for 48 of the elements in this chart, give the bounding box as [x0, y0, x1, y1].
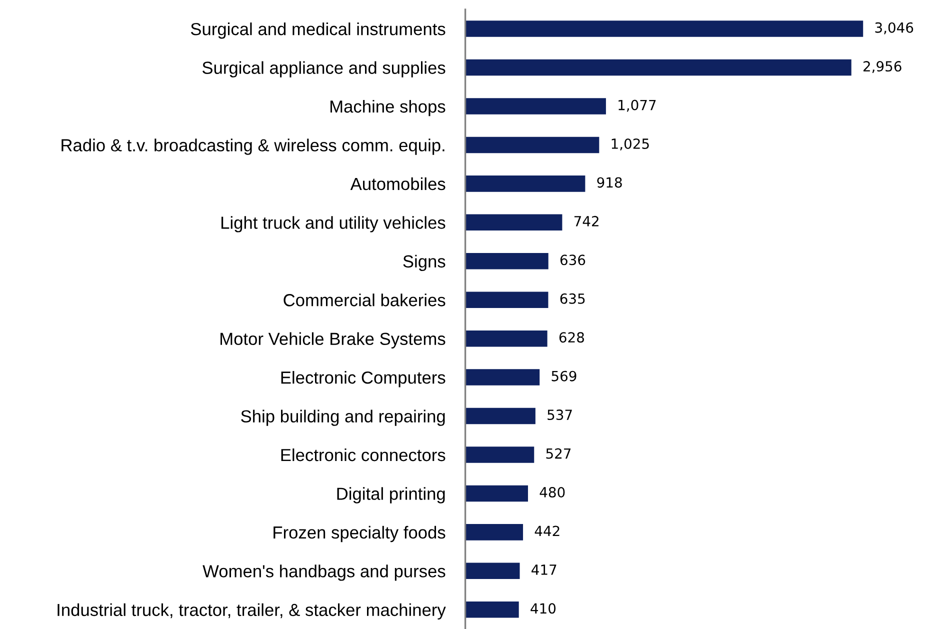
data-label: 2,956 [863, 61, 902, 73]
bar [465, 446, 534, 463]
data-label: 417 [532, 564, 556, 575]
y-tick-label: Radio & t.v. broadcasting & wireless comm. equip. [62, 138, 444, 155]
data-label: 527 [546, 448, 571, 459]
data-label: 442 [534, 526, 560, 536]
bar [465, 59, 852, 76]
y-tick-label: Machine shops [330, 100, 446, 116]
bar [465, 369, 540, 386]
y-tick-label: Surgical appliance and supplies [202, 61, 446, 78]
data-label: 3,046 [875, 22, 914, 34]
y-tick-label: Light truck and utility vehicles [221, 216, 446, 232]
y-tick-label: Frozen specialty foods [274, 526, 446, 542]
data-label: 1,077 [618, 100, 656, 112]
y-tick-label: Signs [403, 254, 446, 272]
bar [465, 524, 524, 540]
data-label: 635 [560, 293, 585, 304]
y-tick-label: Electronic Computers [281, 371, 446, 388]
bar [465, 98, 606, 114]
y-tick-label: Industrial truck, tractor, trailer, & stacker machinery [58, 603, 446, 620]
y-tick-label: Ship building and repairing [241, 410, 445, 426]
data-label: 569 [552, 370, 576, 382]
y-tick-label: Motor Vehicle Brake Systems [220, 332, 446, 348]
bar [465, 330, 548, 347]
data-label: 918 [597, 177, 622, 188]
y-tick-label: Surgical and medical instruments [190, 22, 446, 39]
bar [465, 136, 600, 154]
bar [465, 485, 528, 502]
data-label: 480 [540, 486, 565, 498]
bar [465, 253, 548, 270]
bar [465, 602, 519, 618]
y-tick-label: Women's handbags and purses [202, 564, 446, 581]
data-label: 742 [574, 216, 598, 226]
bar [465, 408, 536, 424]
y-tick-label: Electronic connectors [281, 448, 446, 462]
bar [465, 20, 864, 37]
data-label: 537 [548, 410, 572, 420]
data-label: 1,025 [612, 138, 649, 150]
data-label: 410 [530, 603, 556, 614]
data-label: 636 [560, 254, 586, 266]
bar [465, 214, 562, 231]
y-tick-label: Automobiles [350, 177, 446, 190]
data-label: 628 [559, 332, 584, 343]
bar [465, 176, 586, 192]
bar [465, 562, 520, 580]
y-tick-label: Digital printing [337, 487, 445, 504]
bar [465, 292, 548, 308]
y-tick-label: Commercial bakeries [284, 294, 446, 306]
